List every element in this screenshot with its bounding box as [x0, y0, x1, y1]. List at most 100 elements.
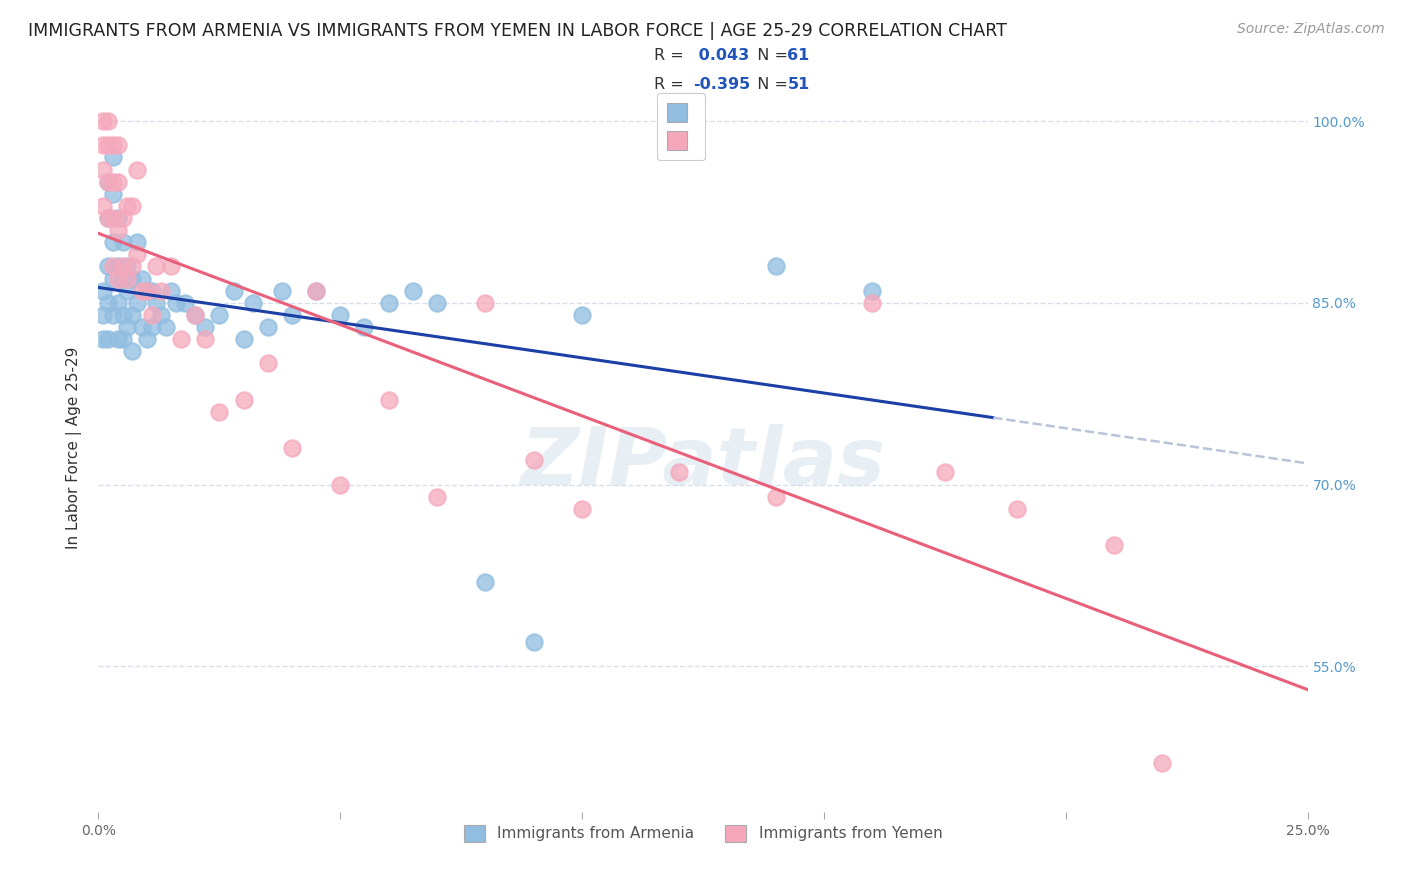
- Point: [145, 296, 167, 310]
- Point: [127, 296, 149, 310]
- Point: [117, 271, 139, 285]
- Point: [91, 332, 114, 346]
- Point: [111, 235, 134, 250]
- Point: [97, 260, 120, 274]
- Point: [474, 296, 496, 310]
- Point: [107, 332, 129, 346]
- Point: [121, 199, 143, 213]
- Point: [571, 501, 593, 516]
- Point: [1007, 501, 1029, 516]
- Point: [127, 162, 149, 177]
- Point: [169, 332, 191, 346]
- Point: [107, 296, 129, 310]
- Point: [127, 235, 149, 250]
- Text: R =: R =: [654, 78, 689, 92]
- Point: [377, 392, 399, 407]
- Point: [91, 308, 114, 322]
- Point: [101, 260, 124, 274]
- Point: [101, 186, 124, 201]
- Point: [426, 296, 449, 310]
- Point: [305, 284, 328, 298]
- Point: [329, 477, 352, 491]
- Point: [121, 344, 143, 359]
- Text: -0.395: -0.395: [693, 78, 751, 92]
- Point: [97, 114, 120, 128]
- Text: N =: N =: [747, 78, 793, 92]
- Point: [474, 574, 496, 589]
- Point: [111, 211, 134, 225]
- Point: [117, 320, 139, 334]
- Point: [97, 175, 120, 189]
- Point: [101, 175, 124, 189]
- Point: [194, 332, 217, 346]
- Point: [184, 308, 207, 322]
- Point: [135, 284, 157, 298]
- Point: [860, 296, 883, 310]
- Point: [141, 284, 163, 298]
- Text: N =: N =: [747, 48, 793, 62]
- Point: [160, 284, 183, 298]
- Point: [174, 296, 197, 310]
- Point: [160, 260, 183, 274]
- Point: [242, 296, 264, 310]
- Point: [101, 235, 124, 250]
- Point: [232, 392, 254, 407]
- Point: [222, 284, 245, 298]
- Point: [121, 308, 143, 322]
- Point: [97, 175, 120, 189]
- Point: [208, 308, 231, 322]
- Point: [107, 138, 129, 153]
- Point: [426, 490, 449, 504]
- Point: [127, 247, 149, 261]
- Point: [271, 284, 294, 298]
- Point: [111, 308, 134, 322]
- Point: [111, 332, 134, 346]
- Point: [523, 453, 546, 467]
- Point: [97, 211, 120, 225]
- Legend: Immigrants from Armenia, Immigrants from Yemen: Immigrants from Armenia, Immigrants from…: [457, 819, 949, 847]
- Text: 61: 61: [787, 48, 810, 62]
- Point: [353, 320, 375, 334]
- Point: [155, 320, 177, 334]
- Point: [141, 308, 163, 322]
- Point: [101, 308, 124, 322]
- Point: [184, 308, 207, 322]
- Point: [101, 138, 124, 153]
- Point: [111, 260, 134, 274]
- Point: [117, 260, 139, 274]
- Point: [232, 332, 254, 346]
- Point: [145, 260, 167, 274]
- Point: [91, 114, 114, 128]
- Point: [131, 284, 153, 298]
- Point: [377, 296, 399, 310]
- Text: 51: 51: [787, 78, 810, 92]
- Point: [765, 260, 787, 274]
- Point: [329, 308, 352, 322]
- Point: [91, 284, 114, 298]
- Point: [107, 260, 129, 274]
- Text: ZIPatlas: ZIPatlas: [520, 424, 886, 502]
- Point: [860, 284, 883, 298]
- Point: [117, 199, 139, 213]
- Point: [194, 320, 217, 334]
- Point: [101, 150, 124, 164]
- Point: [165, 296, 187, 310]
- Point: [150, 284, 173, 298]
- Point: [97, 211, 120, 225]
- Point: [135, 332, 157, 346]
- Point: [934, 466, 956, 480]
- Point: [668, 466, 690, 480]
- Point: [765, 490, 787, 504]
- Point: [107, 211, 129, 225]
- Text: 0.043: 0.043: [693, 48, 749, 62]
- Point: [117, 284, 139, 298]
- Point: [91, 199, 114, 213]
- Point: [97, 296, 120, 310]
- Point: [150, 308, 173, 322]
- Text: Source: ZipAtlas.com: Source: ZipAtlas.com: [1237, 22, 1385, 37]
- Point: [1102, 538, 1125, 552]
- Point: [107, 175, 129, 189]
- Point: [97, 332, 120, 346]
- Point: [208, 405, 231, 419]
- Point: [1152, 756, 1174, 771]
